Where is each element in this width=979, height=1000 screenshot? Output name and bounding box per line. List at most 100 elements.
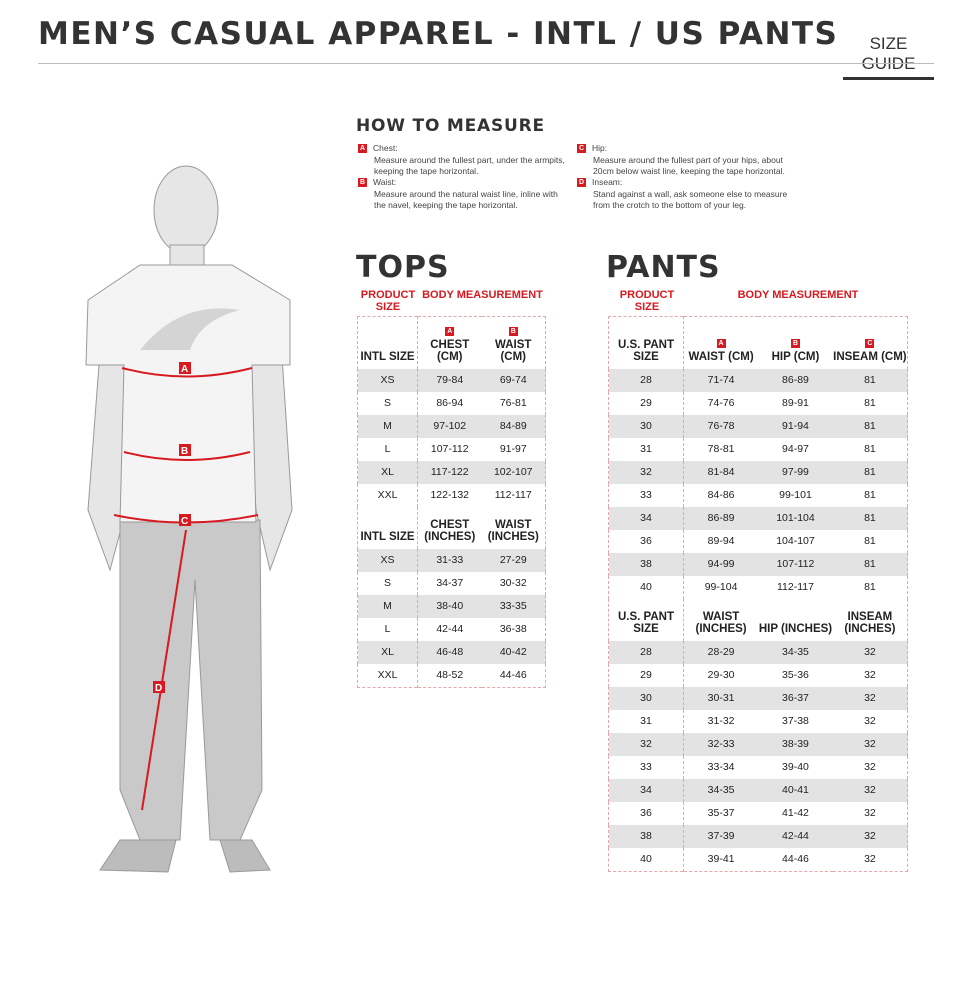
table-cell: S: [357, 571, 418, 595]
table-cell: 38: [608, 824, 684, 848]
table-cell: M: [357, 414, 418, 438]
table-row: 30 76-78 91-94 81: [608, 414, 908, 438]
letter-badge: A: [445, 326, 455, 336]
table-cell: 36-38: [499, 623, 527, 635]
column-header: B HIP (CM): [758, 317, 833, 369]
table-cell: 81-84: [683, 460, 759, 484]
table-row: L 107-112 91-97: [357, 437, 546, 461]
table-cell: 36: [608, 529, 684, 553]
measure-item-hip: C Hip: Measure around the fullest part of…: [577, 143, 792, 178]
left-shoe: [99, 839, 177, 873]
table-cell: 97-99: [758, 460, 833, 484]
table-row: 32 81-84 97-99 81: [608, 460, 908, 484]
column-header-label: HIP (CM): [771, 350, 820, 363]
table-row: 36 89-94 104-107 81: [608, 529, 908, 553]
table-cell: 39-40: [782, 761, 809, 773]
table-cell: 40: [608, 847, 684, 871]
measure-label: Chest:: [373, 143, 398, 153]
letter-b-badge: B: [358, 178, 367, 188]
table-row: XXL 122-132 112-117: [357, 483, 546, 507]
table-row: 28 71-74 86-89 81: [608, 368, 908, 392]
table-cell: 34: [608, 778, 684, 802]
table-row: 33 84-86 99-101 81: [608, 483, 908, 507]
column-header-label: WAIST (CM): [495, 338, 532, 363]
table-cell: 112-117: [776, 581, 814, 593]
letter-c-badge: C: [577, 144, 586, 154]
figure-label-c: C: [181, 516, 188, 527]
letter-badge: B: [508, 326, 518, 336]
table-cell: 48-52: [436, 669, 464, 681]
measure-item-waist: B Waist: Measure around the natural waist…: [358, 177, 558, 212]
column-header: U.S. PANT SIZE: [608, 316, 684, 369]
table-cell: 32: [864, 761, 876, 773]
table-cell: 32: [864, 669, 876, 681]
table-cell: 76-78: [683, 414, 759, 438]
table-cell: XXL: [357, 483, 418, 507]
table-cell: 32-33: [683, 732, 759, 756]
table-cell: 34-35: [758, 640, 833, 664]
table-cell: 32: [864, 715, 876, 727]
column-header: A WAIST (CM): [684, 317, 759, 369]
table-cell: 38-40: [417, 594, 482, 618]
column-header-label: INSEAM (CM): [833, 350, 907, 363]
table-cell: 94-99: [683, 552, 759, 576]
table-row: 31 31-32 37-38 32: [608, 709, 908, 733]
table-cell: 71-74: [683, 368, 759, 392]
table-cell: 39-41: [707, 853, 735, 865]
column-header: C INSEAM (CM): [833, 317, 908, 369]
table-cell: 29-30: [707, 669, 735, 681]
table-row: 30 30-31 36-37 32: [608, 686, 908, 710]
body-figure-illustration: A B C D: [85, 165, 293, 873]
table-cell: 81: [864, 535, 876, 547]
pants-inches-header-row: U.S. PANT SIZE WAIST (INCHES) HIP (INCHES)…: [608, 598, 908, 641]
table-cell: 30-31: [683, 686, 759, 710]
measure-desc: Measure around the fullest part of your …: [593, 154, 785, 177]
table-row: 29 29-30 35-36 32: [608, 663, 908, 687]
table-row: 31 78-81 94-97 81: [608, 437, 908, 461]
table-cell: 81: [832, 552, 908, 576]
column-header-label: WAIST (INCHES): [695, 610, 747, 635]
table-cell: 35-37: [707, 807, 735, 819]
table-cell: 31-32: [707, 715, 735, 727]
column-header: B WAIST (CM): [482, 317, 546, 369]
measure-label: Inseam:: [592, 177, 623, 187]
table-cell: 36: [608, 801, 684, 825]
pants-body-measurement: BODY MEASUREMENT: [737, 289, 859, 301]
table-cell: 31-33: [417, 548, 482, 572]
table-cell: XL: [357, 460, 418, 484]
table-cell: 32: [832, 732, 908, 756]
column-header: CHEST (INCHES): [418, 507, 482, 549]
table-cell: 28: [608, 640, 684, 664]
tops-cm-header-row: INTL SIZE A CHEST (CM) B WAIST (CM): [357, 316, 546, 369]
table-cell: 42-44: [436, 623, 464, 635]
column-header-label: INSEAM (INCHES): [844, 610, 896, 635]
column-header-label: U.S. PANT SIZE: [617, 338, 674, 363]
column-header-label: INTL SIZE: [360, 350, 415, 363]
table-cell: 34-35: [683, 778, 759, 802]
table-cell: 89-94: [707, 535, 735, 547]
measure-desc: Measure around the natural waist line, i…: [374, 188, 558, 211]
table-cell: 44-46: [782, 853, 809, 865]
divider: [38, 63, 934, 64]
table-cell: M: [357, 594, 418, 618]
table-row: 36 35-37 41-42 32: [608, 801, 908, 825]
pants-cm-header-row: U.S. PANT SIZE A WAIST (CM) B HIP (CM) C INSEA…: [608, 316, 908, 369]
table-cell: 28-29: [683, 640, 759, 664]
column-header: INSEAM (INCHES): [833, 599, 908, 641]
table-cell: 107-112: [430, 443, 469, 455]
table-cell: XL: [357, 640, 418, 664]
table-cell: 32: [832, 778, 908, 802]
table-cell: XS: [357, 548, 418, 572]
table-cell: 30-32: [499, 577, 527, 589]
table-cell: 33: [608, 483, 684, 507]
size-guide-label: SIZE GUIDE: [843, 34, 934, 80]
column-header: WAIST (INCHES): [684, 599, 759, 641]
table-cell: 81: [864, 397, 876, 409]
column-header: A CHEST (CM): [418, 317, 482, 369]
table-row: XS 79-84 69-74: [357, 368, 546, 392]
table-row: XS 31-33 27-29: [357, 548, 546, 572]
column-header-label: WAIST (CM): [688, 350, 754, 363]
table-cell: 81: [864, 443, 876, 455]
table-cell: 81: [832, 414, 908, 438]
table-cell: 44-46: [499, 669, 527, 681]
